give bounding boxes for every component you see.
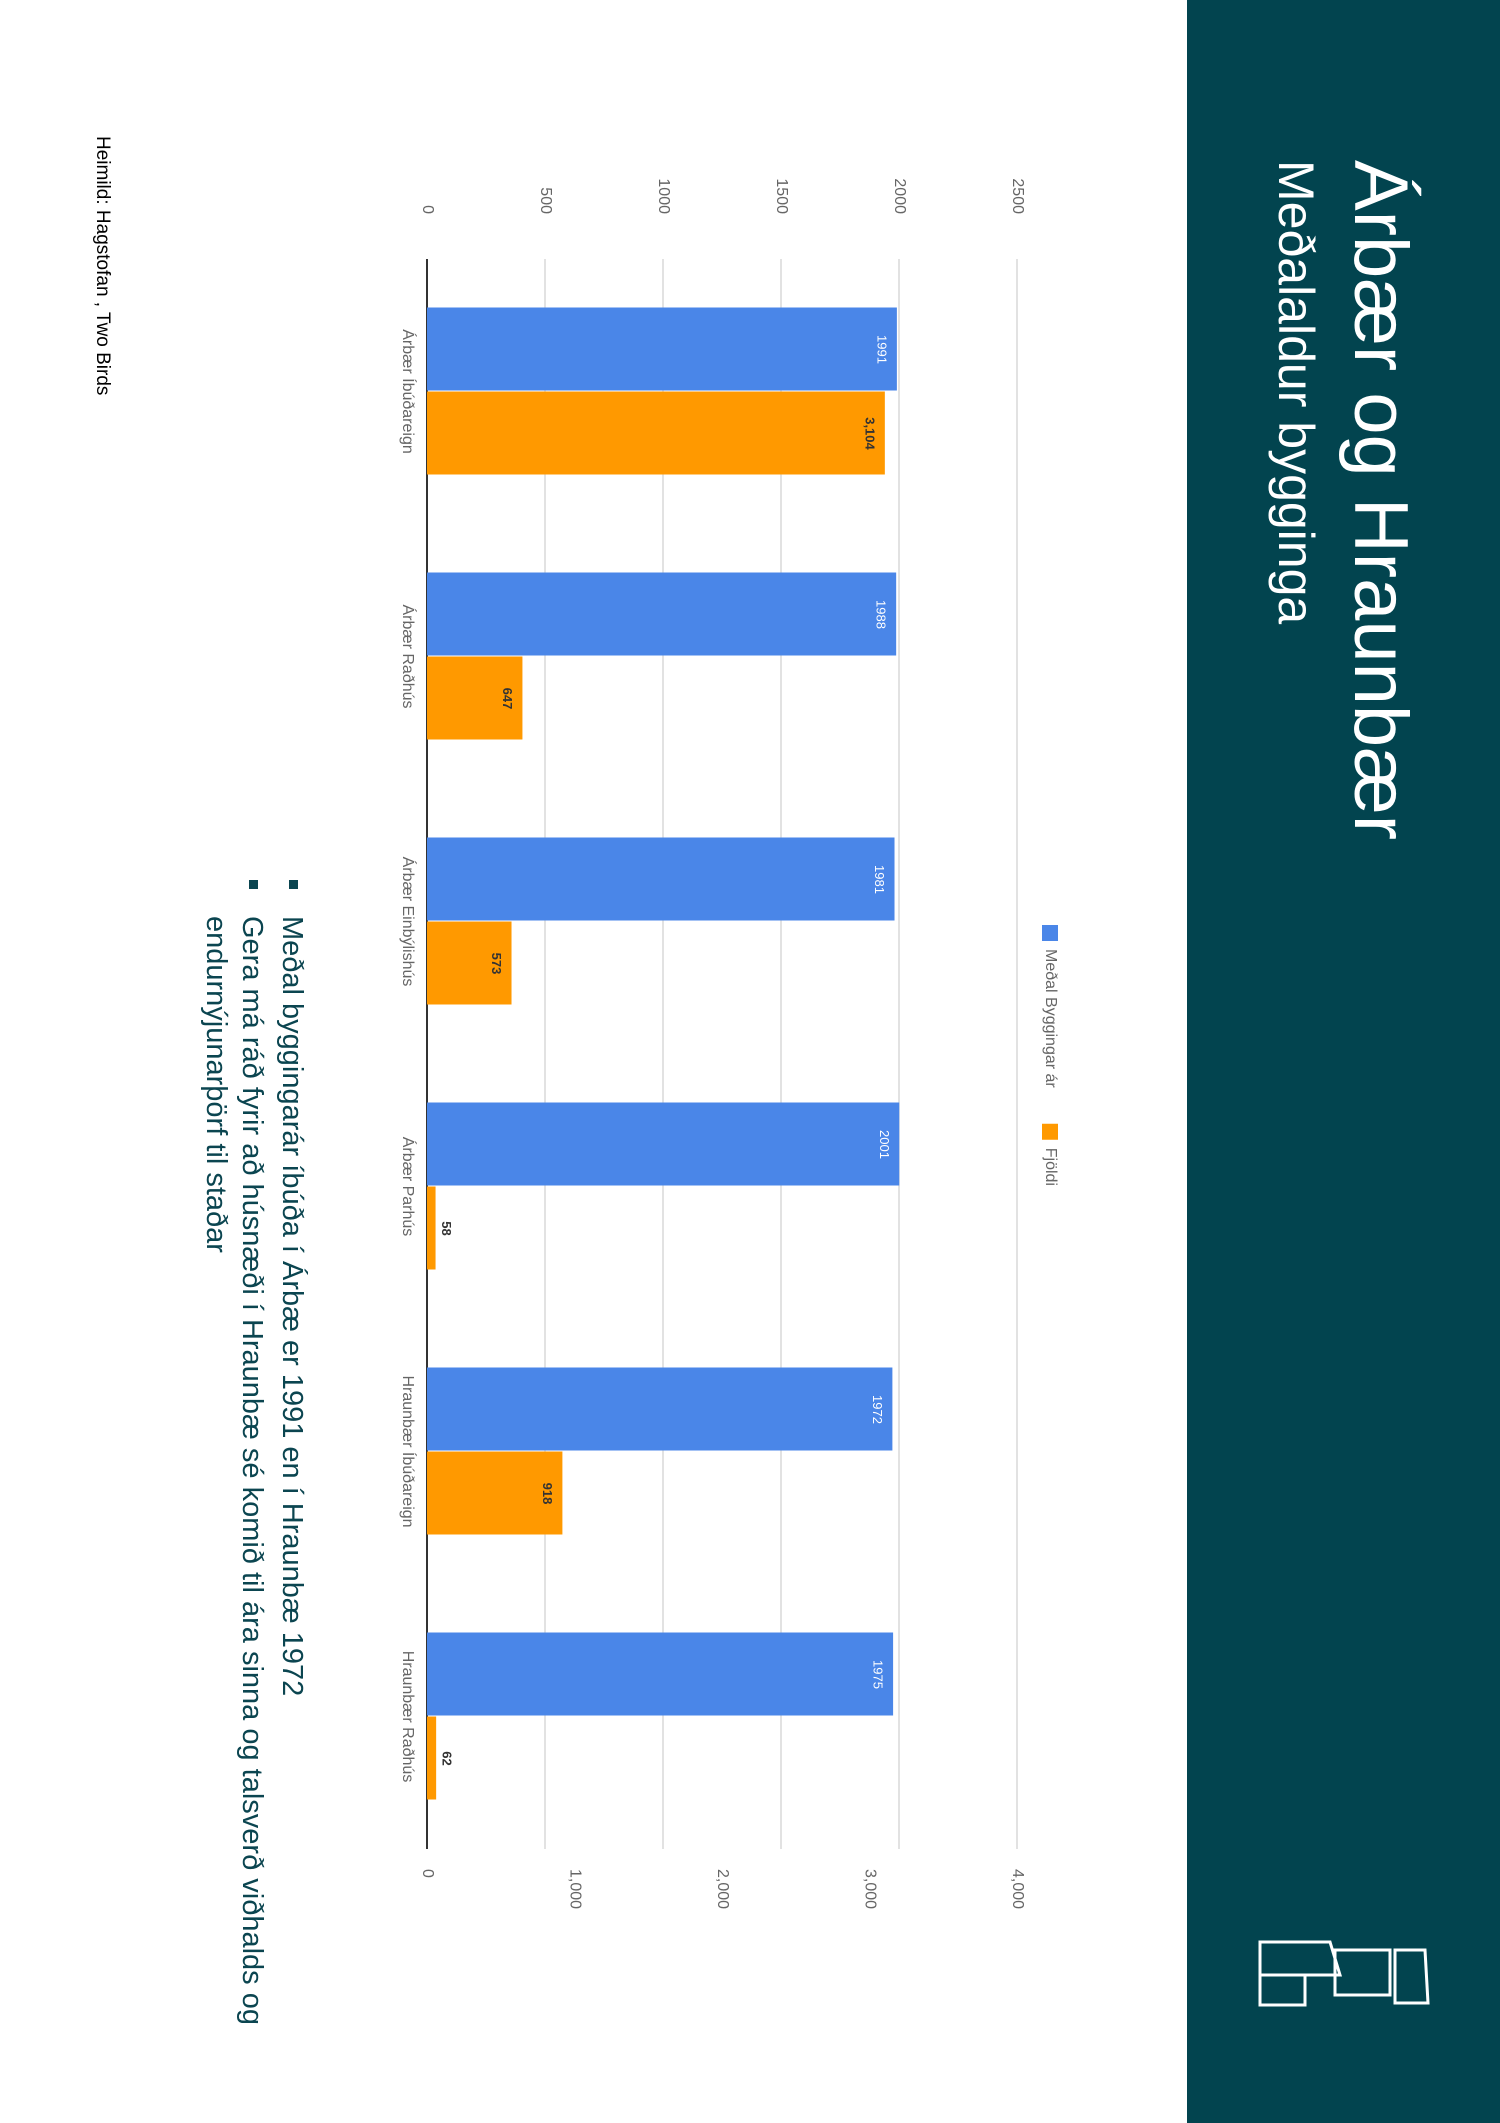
data-label: 3,104 — [862, 417, 877, 450]
data-label: 918 — [540, 1483, 555, 1505]
subtitle: Meðalaldur bygginga — [1268, 160, 1324, 624]
y-tick-label: 1500 — [773, 178, 790, 214]
y-tick-label: 2000 — [891, 178, 908, 214]
header-band — [1187, 0, 1500, 2123]
data-label: 62 — [440, 1751, 455, 1765]
legend-swatch — [1042, 1123, 1058, 1140]
bar — [426, 1632, 894, 1716]
y2-tick-label: 3,000 — [861, 1869, 878, 1909]
bullet: Meðal byggingarár íbúða í Árbæ er 1991 e… — [274, 880, 310, 2070]
bar — [427, 1186, 436, 1270]
x-tick-label: Hraunbær Íbúðareign — [399, 1375, 418, 1527]
data-label: 647 — [500, 688, 515, 710]
legend-label: Meðal Byggingar ár — [1042, 949, 1059, 1088]
bar — [427, 1367, 893, 1451]
title: Árbær og Hraunbær — [1338, 160, 1423, 840]
data-label: 1988 — [874, 600, 889, 629]
x-tick-label: Árbær Einbýlishús — [399, 857, 418, 987]
data-label: 1991 — [874, 335, 889, 364]
bar — [427, 1716, 437, 1800]
bar — [426, 656, 523, 740]
y-tick-label: 500 — [537, 187, 554, 214]
y-tick-label: 2500 — [1009, 178, 1026, 214]
data-label: 1981 — [872, 865, 887, 894]
x-tick-label: Árbær Raðhús — [399, 604, 418, 708]
bar — [427, 1451, 563, 1535]
x-tick-label: Hraunbær Raðhús — [399, 1651, 416, 1783]
y2-tick-label: 0 — [419, 1869, 436, 1878]
bullet: Gera má ráð fyrir að húsnæði í Hraunbæ s… — [198, 880, 270, 2070]
bar — [426, 307, 897, 391]
bar — [427, 1102, 900, 1186]
legend-swatch — [1042, 925, 1058, 941]
x-tick-label: Árbær Parhús — [399, 1137, 418, 1237]
bar — [427, 837, 895, 921]
bullet-list: Meðal byggingarár íbúða í Árbæ er 1991 e… — [194, 880, 310, 2070]
legend-label: Fjöldi — [1042, 1148, 1059, 1186]
logo — [1258, 1940, 1430, 2007]
bar — [427, 921, 512, 1005]
data-label: 573 — [489, 953, 504, 975]
data-label: 2001 — [877, 1130, 892, 1159]
y2-tick-label: 2,000 — [714, 1869, 731, 1909]
y-tick-label: 1000 — [655, 178, 672, 214]
y2-tick-label: 1,000 — [566, 1869, 583, 1909]
y-tick-label: 0 — [419, 205, 436, 214]
data-label: 1975 — [871, 1660, 886, 1689]
y2-tick-label: 4,000 — [1009, 1869, 1026, 1909]
source: Heimild: Hagstofan , Two Birds — [92, 136, 113, 395]
data-label: 58 — [439, 1221, 454, 1235]
data-label: 1972 — [870, 1395, 885, 1424]
bar — [427, 572, 897, 656]
x-tick-label: Árbær Íbúðareign — [399, 329, 418, 454]
bar — [427, 391, 885, 475]
